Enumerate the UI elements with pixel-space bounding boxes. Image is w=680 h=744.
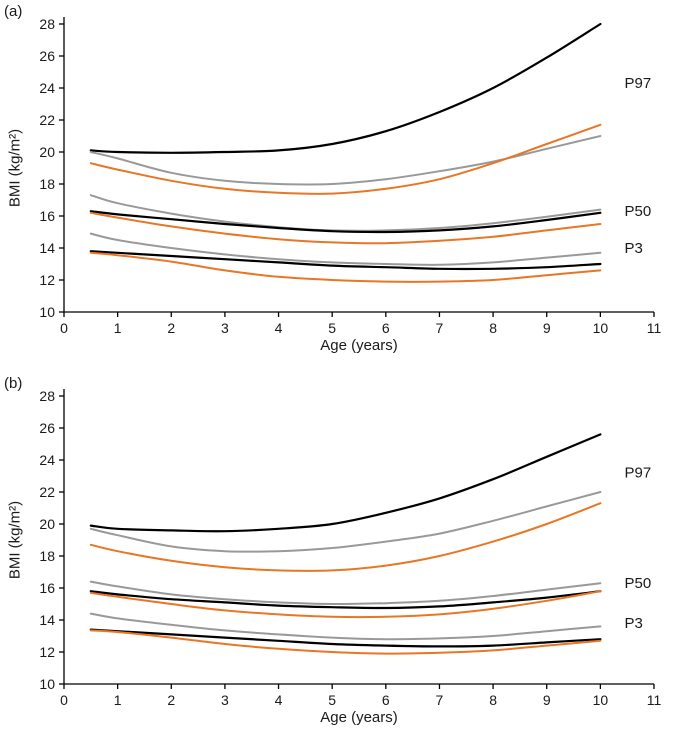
series-P50-black bbox=[89, 590, 602, 610]
panel-b-label: (b) bbox=[4, 375, 23, 392]
x-tick-label: 3 bbox=[221, 320, 229, 336]
series-P50-black bbox=[89, 210, 602, 234]
series-P3-gray bbox=[89, 612, 602, 641]
x-tick-label: 3 bbox=[221, 692, 229, 708]
x-tick-label: 11 bbox=[647, 320, 662, 336]
x-tick-label: 0 bbox=[60, 692, 68, 708]
percentile-label-p50: P50 bbox=[625, 575, 652, 592]
x-tick-label: 1 bbox=[114, 692, 122, 708]
series-P97-black bbox=[89, 433, 602, 533]
panel-b-plot: 0 1 2 3 4 5 6 7 8 9 10 1110121416182022242628P97P50… bbox=[39, 388, 662, 708]
series-P3-gray bbox=[89, 232, 602, 266]
x-tick-label: 8 bbox=[489, 692, 497, 708]
percentile-label-p97: P97 bbox=[625, 465, 652, 482]
y-tick-label: 14 bbox=[39, 612, 55, 628]
series-P97-gray bbox=[89, 135, 602, 186]
x-tick-label: 0 bbox=[60, 320, 68, 336]
percentile-label-p50: P50 bbox=[625, 203, 652, 220]
y-tick-label: 12 bbox=[39, 272, 55, 288]
x-tick-label: 5 bbox=[328, 692, 336, 708]
y-tick-label: 18 bbox=[39, 548, 55, 564]
x-tick-label: 10 bbox=[593, 320, 609, 336]
percentile-label-p3: P3 bbox=[625, 615, 643, 632]
series-P50-orange bbox=[89, 590, 602, 619]
y-tick-label: 24 bbox=[39, 80, 55, 96]
percentile-label-p97: P97 bbox=[625, 75, 652, 92]
y-tick-label: 10 bbox=[39, 304, 55, 320]
y-tick-label: 22 bbox=[39, 484, 55, 500]
y-tick-label: 10 bbox=[39, 676, 55, 692]
x-tick-label: 9 bbox=[543, 320, 551, 336]
y-tick-label: 22 bbox=[39, 112, 55, 128]
series-P3-black bbox=[89, 628, 602, 648]
x-tick-label: 6 bbox=[382, 320, 390, 336]
y-tick-label: 28 bbox=[39, 16, 55, 32]
panel-b: 0 1 2 3 4 5 6 7 8 9 10 11 10 12 14 16 18 20 22 24 26 28 P97 P50… bbox=[0, 372, 680, 744]
y-tick-label: 14 bbox=[39, 240, 55, 256]
x-tick-label: 2 bbox=[167, 692, 175, 708]
series-P97-black bbox=[89, 22, 602, 154]
panel-a-label: (a) bbox=[4, 3, 23, 20]
series-P3-orange bbox=[89, 251, 602, 283]
x-tick-label: 4 bbox=[275, 692, 283, 708]
y-tick-label: 20 bbox=[39, 516, 55, 532]
series-P3-orange bbox=[89, 629, 602, 655]
y-tick-label: 28 bbox=[39, 388, 55, 404]
y-tick-label: 12 bbox=[39, 644, 55, 660]
x-tick-label: 8 bbox=[489, 320, 497, 336]
y-tick-label: 16 bbox=[39, 208, 55, 224]
y-tick-label: 16 bbox=[39, 580, 55, 596]
series-P97-gray bbox=[89, 491, 602, 553]
y-tick-label: 18 bbox=[39, 176, 55, 192]
panel-b-y-axis-title: BMI (kg/m²) bbox=[6, 500, 24, 580]
x-tick-label: 10 bbox=[593, 692, 609, 708]
y-tick-label: 24 bbox=[39, 452, 55, 468]
panel-b-x-axis-title: Age (years) bbox=[320, 709, 398, 726]
x-tick-label: 1 bbox=[114, 320, 122, 336]
series-P50-gray bbox=[89, 580, 602, 606]
y-tick-label: 20 bbox=[39, 144, 55, 160]
x-tick-label: 4 bbox=[275, 320, 283, 336]
x-tick-label: 5 bbox=[328, 320, 336, 336]
series-P97-orange bbox=[89, 502, 602, 572]
x-tick-label: 6 bbox=[382, 692, 390, 708]
y-tick-label: 26 bbox=[39, 420, 55, 436]
percentile-label-p3: P3 bbox=[625, 240, 643, 257]
panel-a-x-axis-title: Age (years) bbox=[320, 337, 398, 354]
series-P50-orange bbox=[89, 211, 602, 245]
x-tick-label: 7 bbox=[436, 692, 444, 708]
y-tick-label: 26 bbox=[39, 48, 55, 64]
panel-a: 0 1 2 3 4 5 6 7 8 9 10 11 10 12 14 16 18 20 22 24 26 28 P97 P50… bbox=[4, 3, 662, 354]
series-P97-orange bbox=[89, 123, 602, 195]
x-tick-label: 9 bbox=[543, 692, 551, 708]
series-P3-black bbox=[89, 250, 602, 271]
panel-a-plot: 0 1 2 3 4 5 6 7 8 9 10 1110121416182022242628P97P50… bbox=[39, 16, 662, 336]
x-tick-label: 7 bbox=[436, 320, 444, 336]
x-tick-label: 2 bbox=[167, 320, 175, 336]
x-tick-label: 11 bbox=[647, 692, 662, 708]
panel-a-y-axis-title: BMI (kg/m²) bbox=[6, 128, 24, 208]
